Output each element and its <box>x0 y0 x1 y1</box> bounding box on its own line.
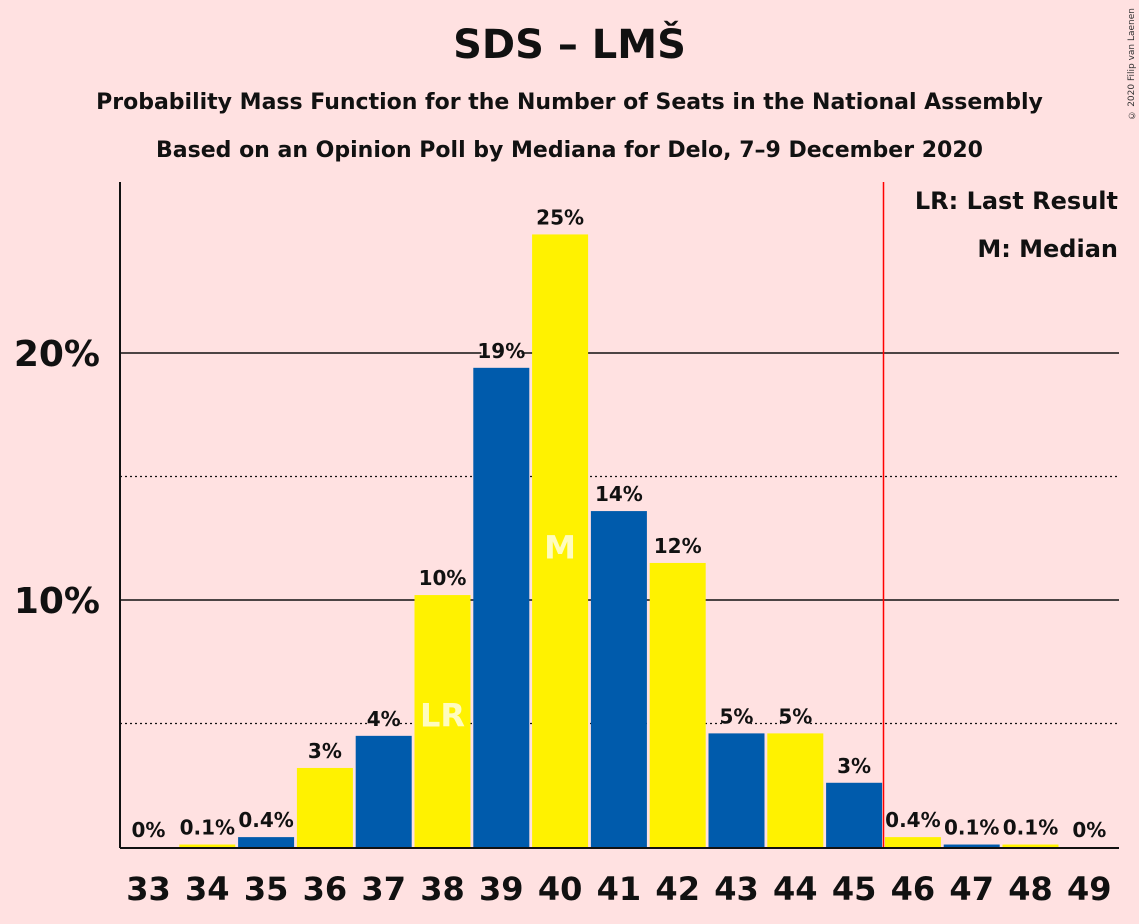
bar-seat-39 <box>473 367 530 847</box>
bar-label-seat-47: 0.1% <box>944 816 999 840</box>
bar-seat-35 <box>238 837 295 847</box>
bar-label-seat-43: 5% <box>720 704 754 728</box>
bar-label-bg <box>369 707 398 730</box>
bar-seat-46 <box>884 837 941 847</box>
bar-seat-43 <box>708 733 765 847</box>
x-tick-label-47: 47 <box>949 870 994 908</box>
x-tick-label-44: 44 <box>773 870 818 908</box>
bar-label-bg <box>722 705 751 728</box>
x-tick-label-41: 41 <box>597 870 642 908</box>
x-tick-label-37: 37 <box>361 870 406 908</box>
bar-seat-36 <box>296 767 353 847</box>
bar-label-seat-40: 25% <box>536 205 584 229</box>
x-tick-label-40: 40 <box>538 870 583 908</box>
bar-label-bg <box>181 816 234 839</box>
x-tick-label-45: 45 <box>832 870 877 908</box>
bar-seat-40 <box>532 234 589 847</box>
chart-subtitle: Probability Mass Function for the Number… <box>96 90 1043 115</box>
bar-label-bg <box>422 567 463 590</box>
bar-label-bg <box>1075 819 1104 841</box>
legend-median: M: Median <box>977 235 1118 263</box>
bar-label-seat-48: 0.1% <box>1003 816 1058 840</box>
bar-label-seat-45: 3% <box>837 754 871 778</box>
chart-subtitle-poll: Based on an Opinion Poll by Mediana for … <box>156 138 983 163</box>
bar-label-bg <box>240 809 293 832</box>
bar-label-seat-34: 0.1% <box>180 816 235 840</box>
bar-label-seat-37: 4% <box>367 707 401 731</box>
median-marker: M <box>544 528 576 566</box>
bar-label-seat-35: 0.4% <box>238 808 293 832</box>
bar-label-seat-36: 3% <box>308 739 342 763</box>
x-tick-label-38: 38 <box>420 870 465 908</box>
bar-seat-44 <box>767 733 824 847</box>
bar-seat-37 <box>355 735 412 847</box>
x-tick-label-34: 34 <box>185 870 230 908</box>
bar-label-seat-33: 0% <box>132 818 166 842</box>
bar-label-bg <box>540 206 581 229</box>
bar-label-bg <box>840 754 869 777</box>
x-tick-label-33: 33 <box>126 870 171 908</box>
x-tick-label-36: 36 <box>303 870 348 908</box>
bar-label-seat-42: 12% <box>654 534 702 558</box>
bar-label-seat-39: 19% <box>477 339 525 363</box>
bar-label-seat-44: 5% <box>778 704 812 728</box>
x-tick-label-42: 42 <box>655 870 700 908</box>
x-tick-label-46: 46 <box>891 870 936 908</box>
bar-label-seat-38: 10% <box>419 566 467 590</box>
bar-label-bg <box>781 705 810 728</box>
bar-label-seat-49: 0% <box>1072 818 1106 842</box>
x-tick-label-49: 49 <box>1067 870 1112 908</box>
bar-label-bg <box>310 739 339 762</box>
x-tick-label-39: 39 <box>479 870 524 908</box>
bar-seat-42 <box>649 562 706 847</box>
bar-seat-48 <box>1002 844 1059 847</box>
x-tick-label-48: 48 <box>1008 870 1053 908</box>
bar-label-seat-41: 14% <box>595 482 643 506</box>
y-tick-label: 20% <box>14 334 100 375</box>
bar-seat-41 <box>590 511 647 847</box>
bar-label-bg <box>1004 816 1057 839</box>
x-tick-label-35: 35 <box>244 870 289 908</box>
bar-label-bg <box>657 534 698 557</box>
bar-label-seat-46: 0.4% <box>885 808 940 832</box>
last-result-marker: LR <box>420 696 465 734</box>
bar-label-bg <box>134 819 163 841</box>
bar-seat-34 <box>179 844 236 847</box>
bar-seat-45 <box>826 782 883 847</box>
bar-seat-47 <box>943 844 1000 847</box>
bar-label-bg <box>886 809 939 832</box>
bar-label-bg <box>945 816 998 839</box>
x-tick-label-43: 43 <box>714 870 759 908</box>
bar-seat-38 <box>414 595 471 847</box>
chart-title: SDS – LMŠ <box>453 22 686 68</box>
y-tick-label: 10% <box>14 581 100 622</box>
bar-label-bg <box>598 483 639 506</box>
legend-last-result: LR: Last Result <box>915 187 1118 215</box>
bar-label-bg <box>481 339 522 362</box>
